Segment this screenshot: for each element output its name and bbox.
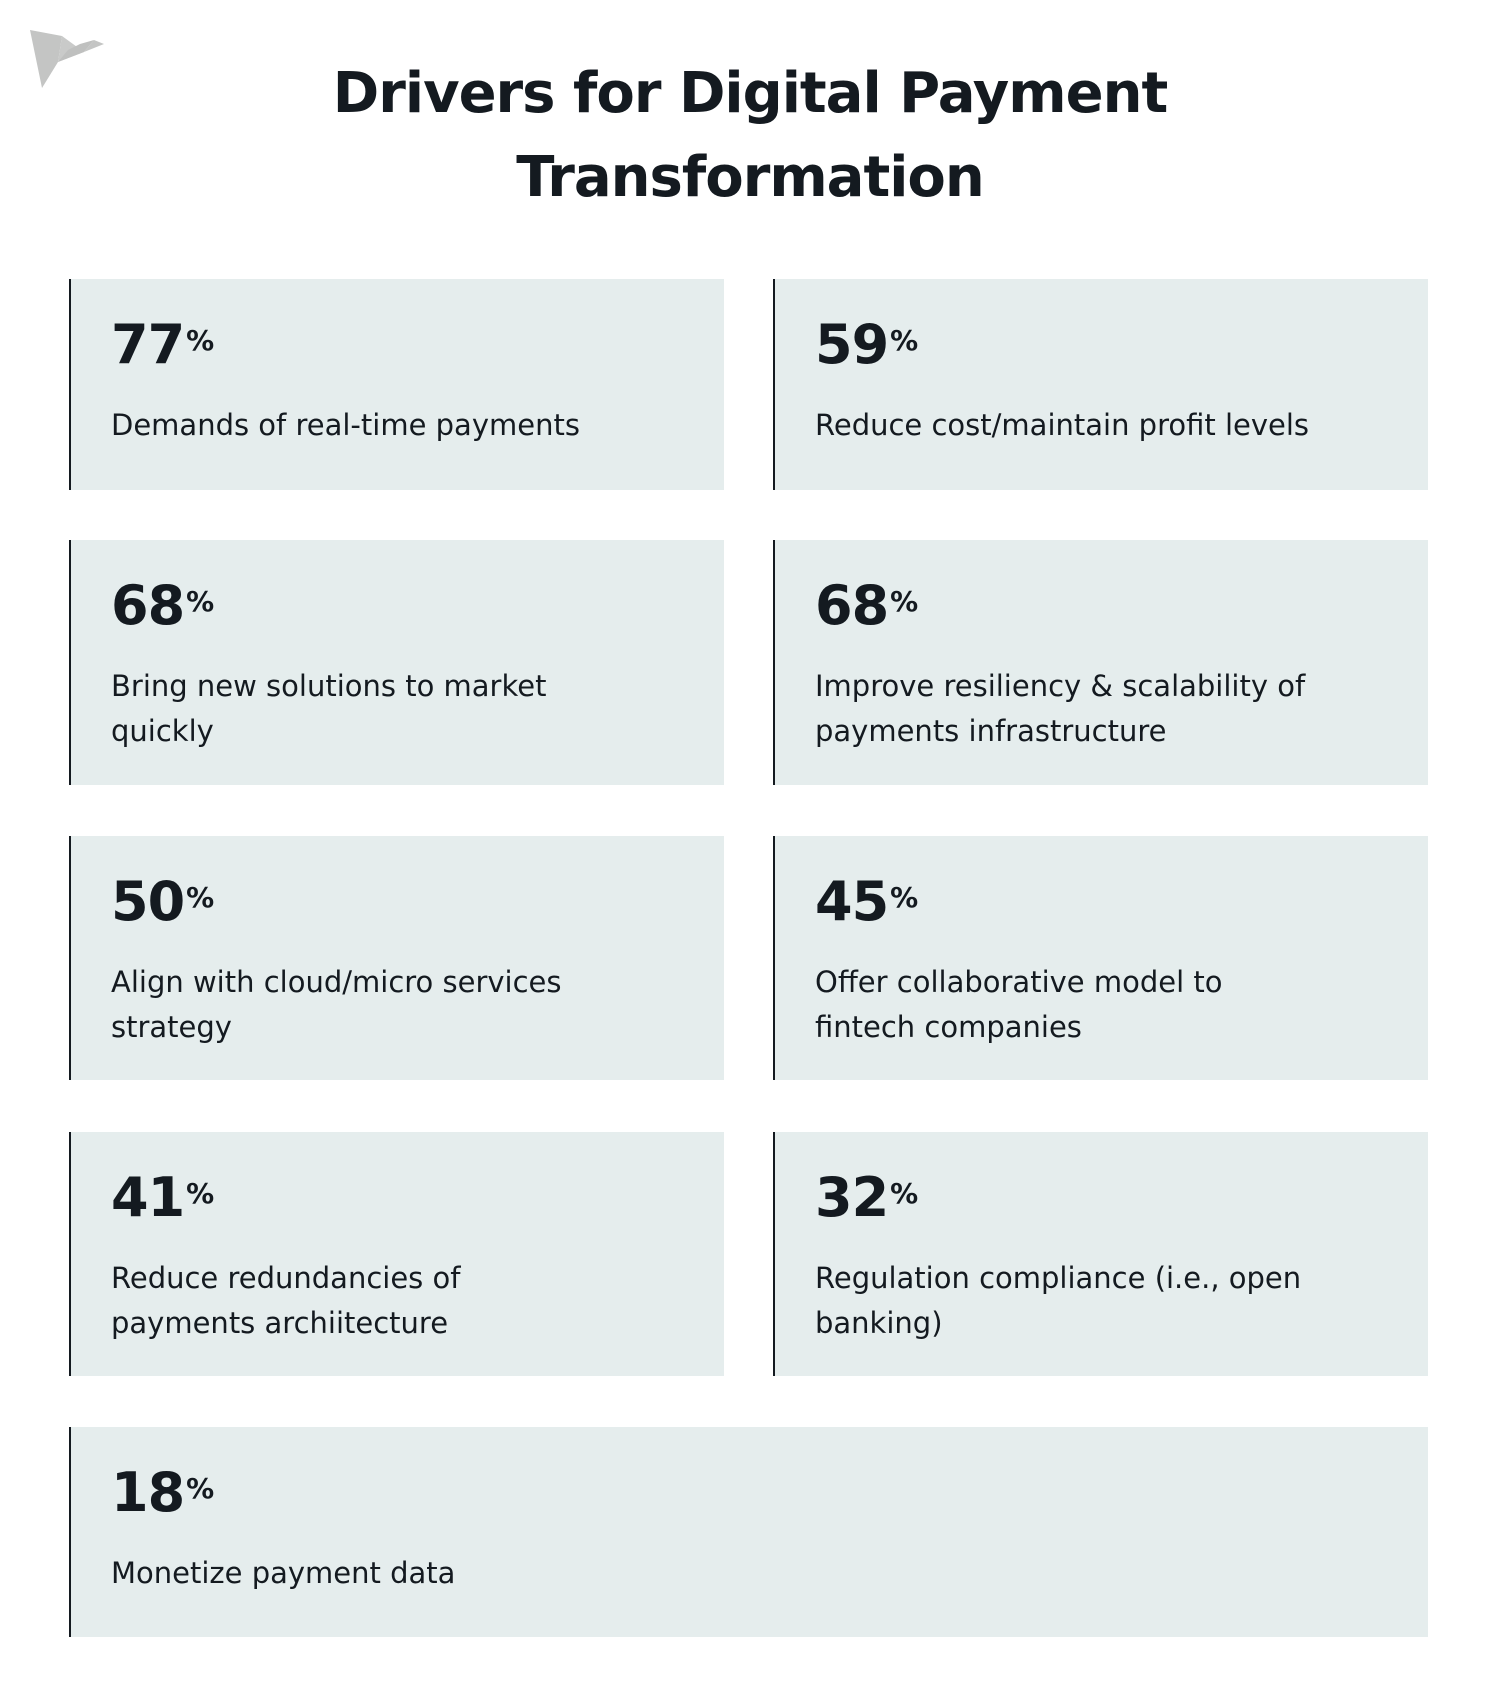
stat-card: 50% Align with cloud/micro services strat… — [69, 836, 724, 1080]
stat-value: 45% — [815, 870, 918, 933]
stat-label: Regulation compliance (i.e., open bankin… — [815, 1261, 1302, 1340]
bird-logo-icon — [30, 30, 104, 88]
stat-value: 59% — [815, 313, 918, 376]
percent-sign: % — [186, 881, 214, 914]
percent-sign: % — [890, 881, 918, 914]
stat-value: 18% — [111, 1461, 214, 1524]
percent-sign: % — [186, 324, 214, 357]
title-line-1: Drivers for Digital Payment — [332, 61, 1168, 126]
stat-label: Monetize payment data — [111, 1556, 456, 1590]
stat-card: 32% Regulation compliance (i.e., open ban… — [773, 1132, 1428, 1376]
title-line-2: Transformation — [516, 145, 985, 210]
stat-card: 59% Reduce cost/maintain profit levels — [773, 279, 1428, 490]
stat-card: 45% Offer collaborative model to fintech … — [773, 836, 1428, 1080]
stat-label: Demands of real-time payments — [111, 408, 580, 442]
stat-label: Align with cloud/micro services strategy — [111, 965, 562, 1044]
stat-card: 77% Demands of real-time payments — [69, 279, 724, 490]
stat-label: Bring new solutions to market quickly — [111, 669, 547, 748]
stat-value: 68% — [815, 574, 918, 637]
percent-sign: % — [186, 1177, 214, 1210]
percent-sign: % — [890, 1177, 918, 1210]
percent-sign: % — [186, 1472, 214, 1505]
stat-card: 68% Bring new solutions to market quickly — [69, 540, 724, 785]
stat-card: 18% Monetize payment data — [69, 1427, 1428, 1637]
stat-card: 68% Improve resiliency & scalability of p… — [773, 540, 1428, 785]
stat-value: 68% — [111, 574, 214, 637]
percent-sign: % — [890, 585, 918, 618]
stat-label: Reduce cost/maintain profit levels — [815, 408, 1310, 442]
page-title: Drivers for Digital Payment Transformati… — [0, 52, 1500, 220]
stat-label: Reduce redundancies of payments archiite… — [111, 1261, 461, 1340]
stat-value: 50% — [111, 870, 214, 933]
stat-value: 41% — [111, 1166, 214, 1229]
stat-value: 32% — [815, 1166, 918, 1229]
stat-label: Offer collaborative model to fintech com… — [815, 965, 1223, 1044]
stat-label: Improve resiliency & scalability of paym… — [815, 669, 1306, 748]
stat-card: 41% Reduce redundancies of payments archi… — [69, 1132, 724, 1376]
percent-sign: % — [186, 585, 214, 618]
stat-value: 77% — [111, 313, 214, 376]
percent-sign: % — [890, 324, 918, 357]
